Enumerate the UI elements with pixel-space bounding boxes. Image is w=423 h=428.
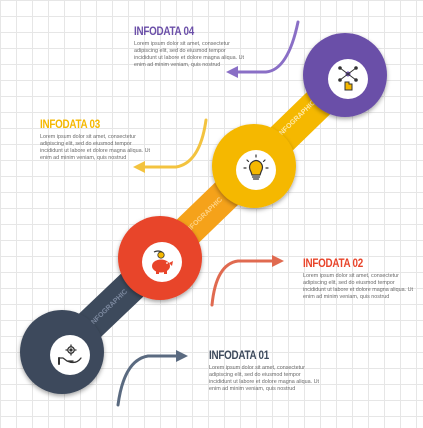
pointer-4 — [226, 20, 300, 78]
info-block-3: INFODATA 03 Lorem ipsum dolor sit amet, … — [40, 117, 152, 162]
info-block-4: INFODATA 04 Lorem ipsum dolor sit amet, … — [134, 24, 246, 69]
info-heading-3: INFODATA 03 — [40, 117, 100, 131]
hand-network-icon — [338, 66, 358, 91]
hand-gear-icon — [58, 344, 82, 365]
step-circle-4 — [303, 33, 387, 117]
info-heading-1: INFODATA 01 — [209, 348, 269, 362]
lightbulb-icon — [243, 154, 269, 180]
info-body-4: Lorem ipsum dolor sit amet, consectetur … — [134, 41, 244, 68]
info-body-2: Lorem ipsum dolor sit amet, consectetur … — [303, 273, 413, 300]
info-block-2: INFODATA 02 Lorem ipsum dolor sit amet, … — [303, 256, 415, 301]
info-heading-4: INFODATA 04 — [134, 24, 194, 38]
info-body-3: Lorem ipsum dolor sit amet, consectetur … — [40, 134, 150, 161]
step-circle-1 — [20, 310, 104, 394]
info-heading-2: INFODATA 02 — [303, 256, 363, 270]
pointer-2 — [210, 255, 284, 307]
piggy-bank-coin-icon — [152, 250, 173, 274]
info-body-1: Lorem ipsum dolor sit amet, consectetur … — [209, 365, 319, 392]
pointer-1 — [116, 350, 188, 407]
info-block-1: INFODATA 01 Lorem ipsum dolor sit amet, … — [209, 348, 321, 393]
pointer-3 — [133, 118, 208, 173]
